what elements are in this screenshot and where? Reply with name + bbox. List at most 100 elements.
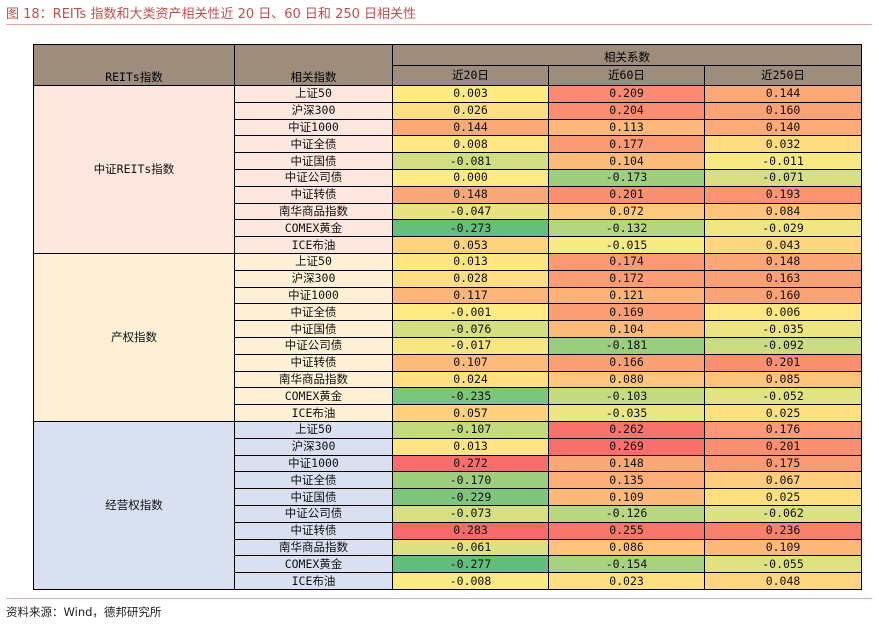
correlation-value-v250: 0.201 (704, 353, 862, 372)
correlation-value-v250: -0.052 (704, 387, 862, 406)
correlation-value-v20: 0.000 (392, 168, 549, 187)
correlation-value-v60: 0.174 (548, 252, 705, 271)
correlation-value-v250: 0.025 (704, 404, 862, 422)
asset-name: ICE布油 (234, 236, 393, 254)
correlation-value-v20: -0.061 (392, 538, 549, 557)
asset-name: 上证50 (234, 85, 393, 103)
correlation-value-v60: 0.109 (548, 488, 705, 506)
table-row: 中证转债 0.148 0.201 0.193 (34, 185, 862, 204)
asset-name: 南华商品指数 (234, 370, 393, 389)
asset-name: COMEX黄金 (234, 387, 393, 406)
asset-name: 中证国债 (234, 320, 393, 338)
correlation-value-v250: 0.175 (704, 454, 862, 473)
table-row: COMEX黄金 -0.273 -0.132 -0.029 (34, 219, 862, 238)
correlation-value-v250: 0.160 (704, 101, 862, 120)
correlation-value-v20: 0.272 (392, 454, 549, 473)
correlation-value-v60: 0.169 (548, 303, 705, 322)
table-row: 沪深300 0.013 0.269 0.201 (34, 437, 862, 456)
correlation-value-v250: 0.201 (704, 437, 862, 456)
header-period-20: 近20日 (392, 64, 549, 86)
correlation-value-v60: 0.104 (548, 152, 705, 170)
group-name: 中证REITs指数 (33, 85, 235, 254)
asset-name: 上证50 (234, 420, 393, 439)
correlation-value-v60: 0.269 (548, 437, 705, 456)
asset-name: 中证公司债 (234, 336, 393, 355)
asset-name: 沪深300 (234, 437, 393, 456)
table-row: 经营权指数 上证50 -0.107 0.262 0.176 (33, 420, 862, 590)
correlation-value-v20: -0.235 (392, 387, 549, 406)
correlation-value-v250: 0.067 (704, 471, 862, 490)
table-row: 沪深300 0.026 0.204 0.160 (34, 101, 862, 120)
asset-name: 南华商品指数 (234, 202, 393, 221)
correlation-value-v250: -0.055 (704, 555, 862, 574)
correlation-value-v60: -0.154 (548, 555, 705, 574)
asset-name: 中证全债 (234, 303, 393, 322)
correlation-value-v250: -0.029 (704, 219, 862, 238)
table-row: 中证国债 -0.081 0.104 -0.011 (34, 152, 862, 170)
correlation-value-v250: 0.160 (704, 286, 862, 305)
correlation-value-v250: 0.109 (704, 538, 862, 557)
correlation-value-v60: 0.086 (548, 538, 705, 557)
table-row: 中证转债 0.283 0.255 0.236 (34, 521, 862, 540)
table-row: 中证国债 -0.076 0.104 -0.035 (34, 320, 862, 338)
group-name: 经营权指数 (33, 420, 235, 590)
correlation-value-v20: 0.024 (392, 370, 549, 389)
correlation-value-v20: -0.170 (392, 471, 549, 490)
correlation-value-v60: -0.103 (548, 387, 705, 406)
header-correlation: 相关系数 (392, 44, 862, 66)
table-row: 中证转债 0.107 0.166 0.201 (34, 353, 862, 372)
correlation-value-v20: 0.003 (392, 85, 549, 103)
table-row: COMEX黄金 -0.235 -0.103 -0.052 (34, 387, 862, 406)
correlation-value-v20: 0.057 (392, 404, 549, 422)
correlation-value-v60: -0.015 (548, 236, 705, 254)
correlation-value-v250: 0.048 (704, 572, 862, 590)
correlation-value-v60: 0.121 (548, 286, 705, 305)
correlation-value-v60: 0.166 (548, 353, 705, 372)
asset-name: 中证公司债 (234, 168, 393, 187)
correlation-value-v60: 0.072 (548, 202, 705, 221)
asset-name: 沪深300 (234, 101, 393, 120)
figure-title: 图 18：REITs 指数和大类资产相关性近 20 日、60 日和 250 日相… (6, 7, 417, 22)
correlation-value-v20: 0.107 (392, 353, 549, 372)
correlation-value-v20: 0.013 (392, 252, 549, 271)
asset-name: 中证国债 (234, 152, 393, 170)
asset-name: 中证全债 (234, 135, 393, 154)
table-row: 中证国债 -0.229 0.109 0.025 (34, 488, 862, 506)
table-row: 中证公司债 -0.017 -0.181 -0.092 (34, 336, 862, 355)
table-row: 中证1000 0.117 0.121 0.160 (34, 286, 862, 305)
correlation-table: REITs指数 相关指数 相关系数 近20日 近60日 近250日 中证REIT… (33, 44, 862, 590)
table-row: 中证公司债 0.000 -0.173 -0.071 (34, 168, 862, 187)
correlation-value-v20: -0.229 (392, 488, 549, 506)
asset-name: 中证转债 (234, 185, 393, 204)
correlation-value-v20: -0.273 (392, 219, 549, 238)
asset-name: COMEX黄金 (234, 219, 393, 238)
asset-name: 中证1000 (234, 454, 393, 473)
header-reits-index: REITs指数 (33, 44, 235, 86)
correlation-value-v20: -0.001 (392, 303, 549, 322)
table-row: COMEX黄金 -0.277 -0.154 -0.055 (34, 555, 862, 574)
table-row: 南华商品指数 -0.047 0.072 0.084 (34, 202, 862, 221)
correlation-value-v60: 0.104 (548, 320, 705, 338)
correlation-value-v20: -0.073 (392, 504, 549, 523)
correlation-value-v20: 0.013 (392, 437, 549, 456)
correlation-value-v60: 0.023 (548, 572, 705, 590)
asset-name: 沪深300 (234, 269, 393, 288)
correlation-value-v250: 0.193 (704, 185, 862, 204)
footer-divider (6, 598, 872, 599)
table-body: 中证REITs指数 上证50 0.003 0.209 0.144 沪深300 0.026 0.… (33, 85, 862, 590)
table-row: ICE布油 -0.008 0.023 0.048 (34, 572, 862, 590)
asset-name: 中证1000 (234, 118, 393, 137)
correlation-value-v60: 0.201 (548, 185, 705, 204)
correlation-value-v60: -0.126 (548, 504, 705, 523)
group-name: 产权指数 (33, 252, 235, 422)
correlation-value-v250: 0.084 (704, 202, 862, 221)
correlation-value-v250: 0.144 (704, 85, 862, 103)
table-row: 中证公司债 -0.073 -0.126 -0.062 (34, 504, 862, 523)
correlation-value-v60: 0.204 (548, 101, 705, 120)
correlation-value-v20: 0.144 (392, 118, 549, 137)
correlation-value-v250: 0.176 (704, 420, 862, 439)
correlation-value-v250: -0.092 (704, 336, 862, 355)
correlation-value-v250: -0.011 (704, 152, 862, 170)
correlation-value-v20: -0.277 (392, 555, 549, 574)
correlation-value-v60: 0.135 (548, 471, 705, 490)
